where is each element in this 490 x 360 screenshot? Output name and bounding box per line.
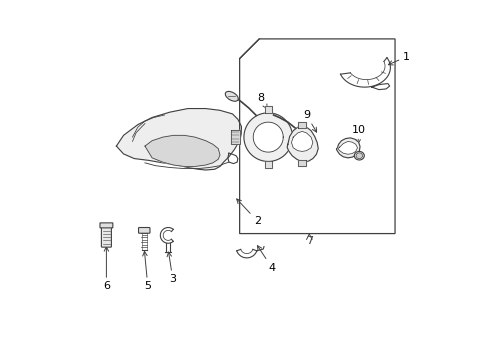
Polygon shape — [231, 130, 241, 144]
Text: 4: 4 — [257, 246, 275, 273]
Ellipse shape — [225, 91, 238, 101]
Polygon shape — [244, 113, 293, 161]
Polygon shape — [338, 141, 358, 154]
Text: 10: 10 — [352, 125, 366, 144]
Polygon shape — [265, 161, 272, 168]
Text: 2: 2 — [237, 199, 261, 226]
Polygon shape — [253, 122, 283, 152]
Polygon shape — [287, 126, 318, 162]
Text: 5: 5 — [143, 251, 151, 292]
Text: 6: 6 — [103, 247, 110, 292]
Text: 8: 8 — [258, 93, 267, 109]
Polygon shape — [265, 107, 272, 113]
FancyBboxPatch shape — [139, 228, 150, 233]
Polygon shape — [117, 109, 242, 170]
Text: 9: 9 — [303, 110, 317, 132]
FancyBboxPatch shape — [100, 223, 113, 228]
Ellipse shape — [356, 153, 363, 158]
Polygon shape — [298, 160, 306, 166]
Text: 3: 3 — [167, 252, 176, 284]
Polygon shape — [292, 131, 313, 152]
Polygon shape — [298, 122, 306, 128]
Text: 7: 7 — [306, 237, 313, 247]
Polygon shape — [145, 135, 220, 166]
FancyBboxPatch shape — [101, 226, 111, 247]
Text: 1: 1 — [389, 52, 410, 65]
Polygon shape — [337, 138, 360, 158]
Ellipse shape — [354, 152, 364, 160]
